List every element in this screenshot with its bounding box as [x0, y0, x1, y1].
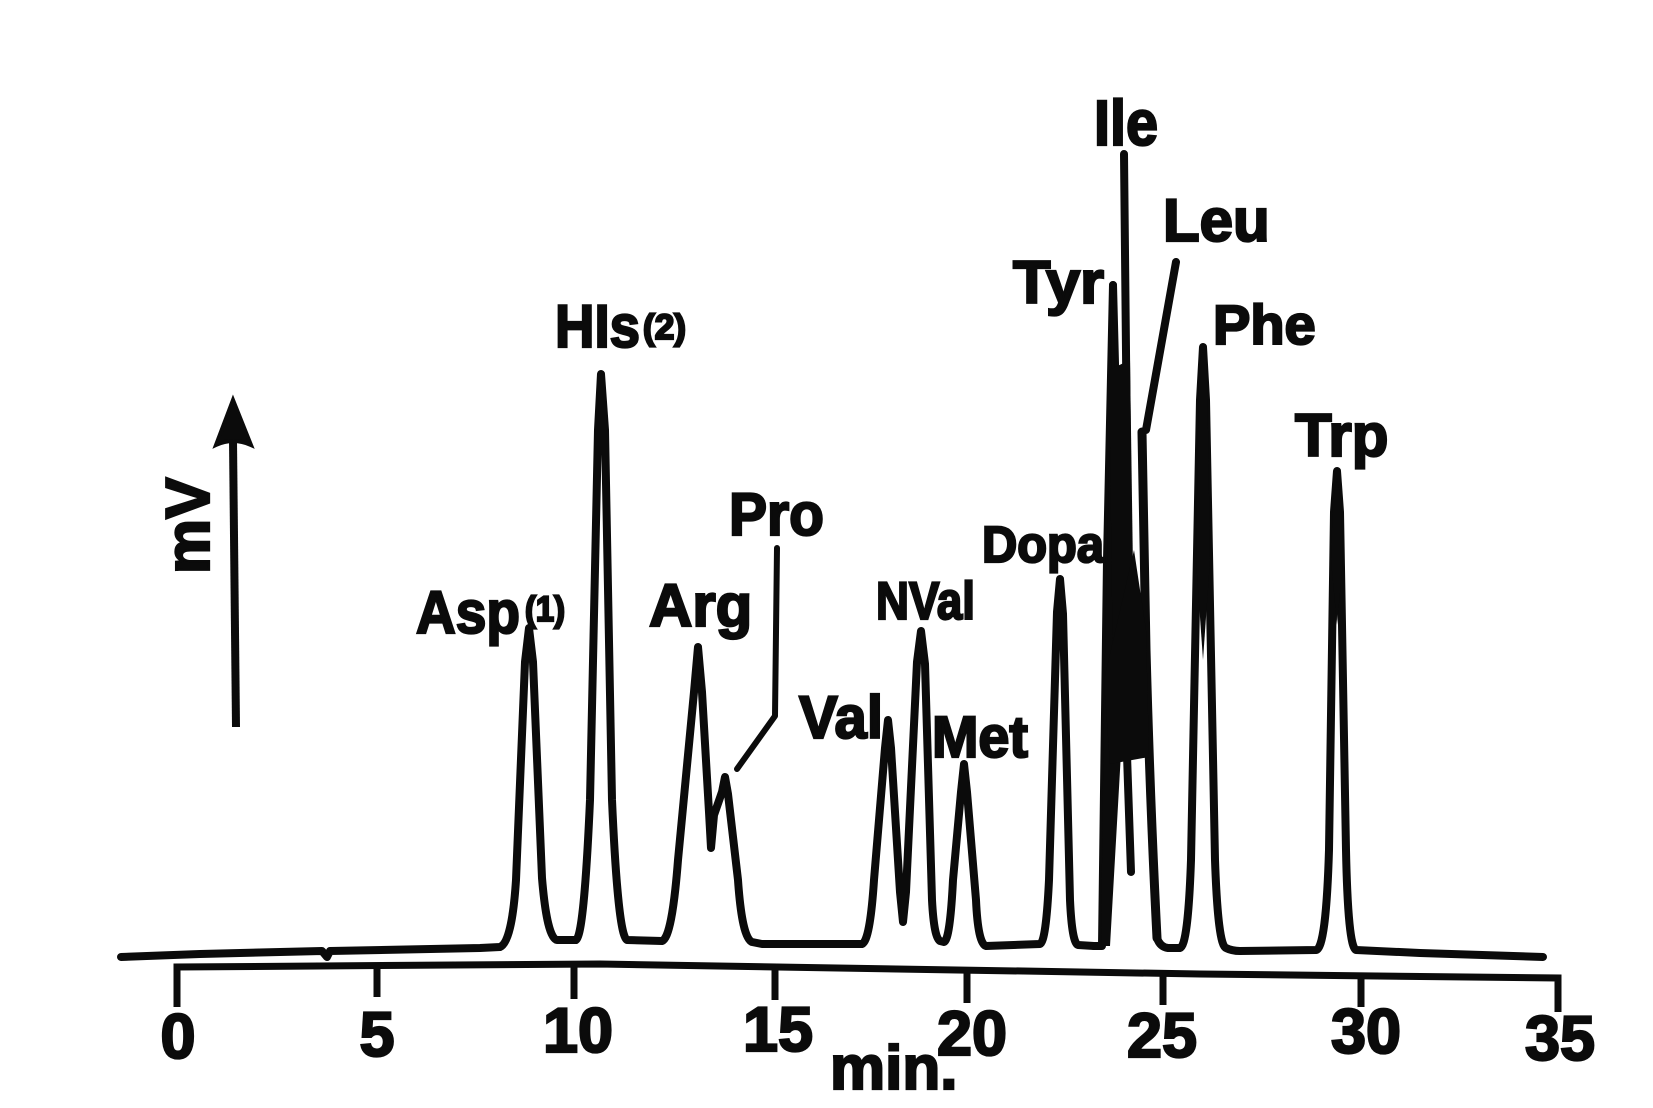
svg-text:NVal: NVal	[876, 572, 975, 631]
svg-text:HIs: HIs	[555, 293, 640, 360]
svg-text:35: 35	[1525, 1004, 1595, 1074]
svg-text:Met: Met	[932, 705, 1028, 770]
svg-text:Trp: Trp	[1295, 402, 1388, 469]
svg-text:Phe: Phe	[1213, 293, 1316, 356]
svg-text:5: 5	[359, 1000, 394, 1070]
svg-text:min.: min.	[830, 1034, 957, 1103]
svg-text:Leu: Leu	[1163, 187, 1270, 254]
svg-text:15: 15	[743, 995, 813, 1065]
svg-text:10: 10	[543, 996, 613, 1066]
svg-text:mV: mV	[154, 478, 223, 574]
svg-text:Arg: Arg	[649, 572, 752, 639]
svg-text:Pro: Pro	[729, 481, 824, 548]
svg-text:Asp: Asp	[416, 579, 520, 646]
svg-text:20: 20	[937, 999, 1007, 1069]
svg-text:Ile: Ile	[1094, 87, 1158, 159]
svg-text:Dopa: Dopa	[982, 516, 1105, 573]
svg-text:Tyr: Tyr	[1013, 249, 1104, 316]
svg-text:Val: Val	[799, 684, 883, 751]
svg-text:(2): (2)	[643, 308, 686, 347]
svg-text:(1): (1)	[525, 590, 565, 629]
svg-text:25: 25	[1127, 1001, 1197, 1071]
svg-text:30: 30	[1331, 997, 1401, 1067]
svg-text:0: 0	[160, 1002, 195, 1072]
